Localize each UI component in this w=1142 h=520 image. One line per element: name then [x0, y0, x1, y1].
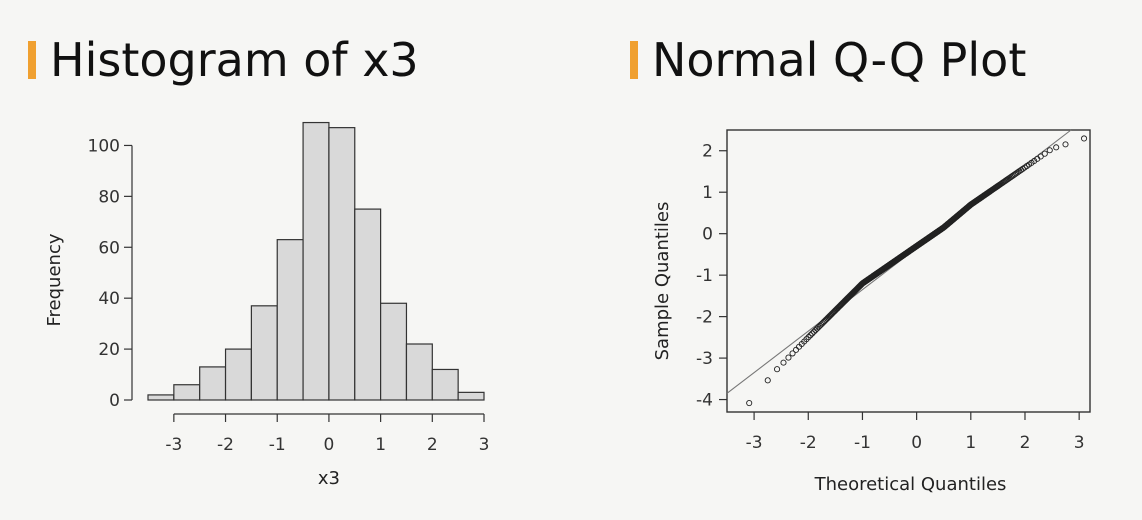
histogram-x-tick-label: -2	[217, 435, 234, 455]
qq-point	[810, 328, 817, 335]
histogram-y-tick-label: 40	[98, 289, 120, 309]
histogram-bars	[147, 121, 485, 401]
qq-x-tick-label: 2	[1020, 433, 1031, 453]
histogram-bar	[380, 302, 408, 401]
histogram-axes: 0 20 40 60 80 100 -3 -2 -1 0 1 2 3	[88, 136, 490, 455]
qq-point	[807, 332, 814, 339]
qq-point	[1046, 147, 1053, 154]
qq-x-tick-label: 3	[1074, 433, 1085, 453]
histogram-y-tick-label: 20	[98, 340, 120, 360]
histogram-x-tick-label: 2	[427, 435, 438, 455]
qq-point	[809, 330, 816, 337]
qq-y-axis-label: Sample Quantiles	[652, 202, 673, 361]
qq-y-tick-label: 2	[702, 142, 713, 162]
qq-y-tick-label: -1	[696, 266, 713, 286]
qq-y-tick-label: 1	[702, 183, 713, 203]
qq-x-tick-label: 1	[965, 433, 976, 453]
qq-point	[805, 334, 812, 341]
histogram-y-tick-label: 80	[98, 187, 120, 207]
histogram-y-axis-label: Frequency	[44, 233, 65, 326]
qq-point	[780, 359, 787, 366]
qq-y-tick-label: -3	[696, 349, 713, 369]
qq-point	[1031, 157, 1038, 165]
qq-point	[1053, 144, 1060, 151]
histogram-x-tick-label: -3	[165, 435, 182, 455]
qq-points	[746, 135, 1088, 407]
qq-point	[823, 315, 831, 322]
qq-point	[746, 400, 753, 407]
histogram-title-text: Histogram of x3	[50, 33, 419, 87]
qq-point	[1041, 150, 1048, 157]
histogram-bar	[224, 348, 252, 401]
qq-point	[1037, 153, 1044, 160]
histogram-bar	[302, 121, 330, 401]
qq-y-tick-label: -2	[696, 308, 713, 328]
qq-plot-frame	[726, 129, 1091, 413]
qq-point	[789, 350, 796, 357]
qq-point	[785, 354, 792, 361]
histogram-x-tick-label: 0	[324, 435, 335, 455]
qq-plot-title: Normal Q-Q Plot	[630, 32, 1026, 88]
histogram-x-tick-label: 3	[479, 435, 490, 455]
qq-y-tick-label: -4	[696, 391, 713, 411]
qq-x-axis-label: Theoretical Quantiles	[814, 474, 1007, 495]
histogram-bar	[199, 366, 227, 401]
histogram-y-tick-label: 100	[88, 136, 120, 156]
qq-x-tick-label: -1	[854, 433, 871, 453]
histogram-bar	[276, 239, 304, 401]
qq-axes: -3 -2 -1 0 1 2 3 -4 -3 -2 -1 0 1 2	[696, 142, 1085, 453]
qq-plot-title-text: Normal Q-Q Plot	[652, 33, 1027, 87]
histogram-bar	[457, 391, 485, 401]
histogram-x-tick-label: 1	[375, 435, 386, 455]
qq-y-tick-label: 0	[702, 225, 713, 245]
histogram-x-axis-label: x3	[318, 468, 340, 489]
qq-x-tick-label: -2	[800, 433, 817, 453]
histogram-bar	[250, 305, 278, 401]
qq-x-tick-label: -3	[746, 433, 763, 453]
histogram-title: Histogram of x3	[28, 32, 419, 88]
histogram-y-tick-label: 60	[98, 238, 120, 258]
qq-point	[764, 377, 771, 384]
histogram-y-tick-label: 0	[109, 391, 120, 411]
qq-point	[792, 346, 800, 353]
qq-point	[1062, 141, 1069, 148]
qq-x-tick-label: 0	[911, 433, 922, 453]
qq-point	[803, 336, 810, 343]
qq-point	[1081, 135, 1088, 142]
accent-bar-icon	[630, 41, 638, 79]
qq-point	[774, 366, 781, 373]
histogram-bar	[431, 368, 459, 401]
histogram-x-tick-label: -1	[269, 435, 286, 455]
accent-bar-icon	[28, 41, 36, 79]
